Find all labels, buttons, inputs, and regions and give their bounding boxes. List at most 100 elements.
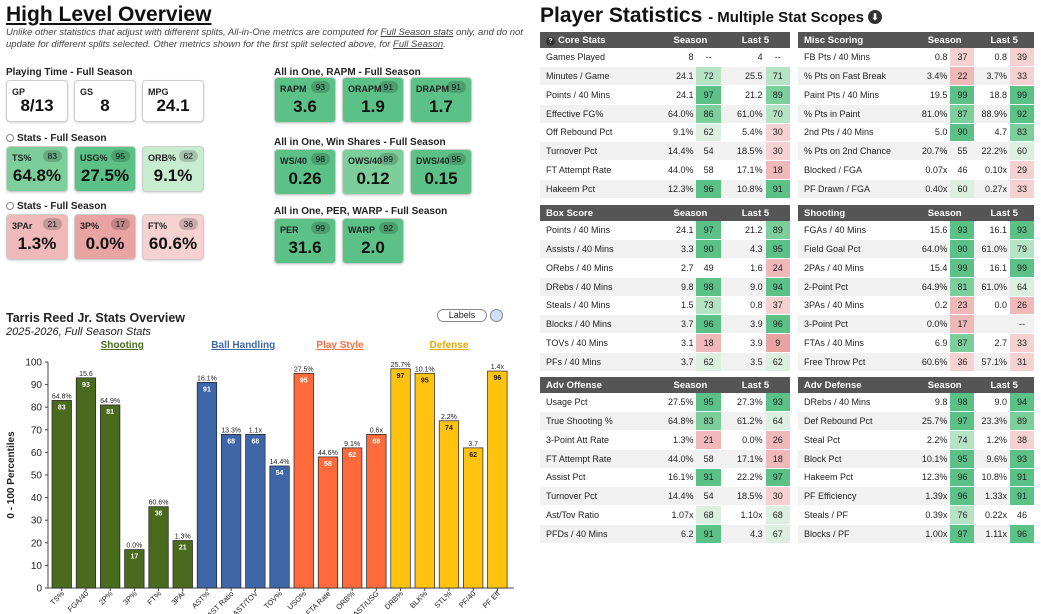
last5-value: 4.3	[720, 524, 766, 544]
bar-ast-tov[interactable]	[245, 433, 266, 589]
stat-card-label: MPG	[148, 87, 169, 97]
season-percentile: 60	[950, 179, 975, 199]
last5-header[interactable]: Last 5	[720, 377, 790, 393]
season-header[interactable]: Season	[914, 377, 975, 393]
table-row: True Shooting % 64.8% 83 61.2% 64	[540, 411, 790, 431]
bar-2p-[interactable]	[100, 404, 121, 589]
last5-value: 17.1%	[720, 160, 766, 180]
last5-percentile: 71	[765, 66, 790, 86]
season-percentile: 62	[696, 123, 721, 143]
percentile-badge: 62	[178, 150, 198, 162]
stat-card: OWS/40 89 0.12	[342, 149, 404, 195]
bar-ast-[interactable]	[196, 381, 218, 589]
last5-percentile: 70	[765, 104, 790, 124]
bar-ast-ratio[interactable]	[221, 433, 242, 589]
bar-stl-[interactable]	[438, 420, 460, 589]
bar-drb-[interactable]	[390, 368, 411, 589]
season-header[interactable]: Season	[659, 32, 721, 48]
info-icon[interactable]: ?	[546, 36, 555, 46]
season-value: 44.0%	[659, 449, 697, 469]
season-value: 16.1%	[659, 468, 697, 488]
season-percentile: 86	[696, 104, 721, 124]
season-percentile: 90	[950, 239, 975, 259]
season-header[interactable]: Season	[914, 32, 975, 48]
download-icon[interactable]: ⬇	[867, 10, 882, 24]
bar-value-label: 62	[469, 452, 477, 459]
bar-stat-label: 2.2%	[441, 414, 457, 421]
table-row: Def Rebound Pct 25.7% 97 23.3% 89	[798, 411, 1034, 431]
row-label: Assists / 40 Mins	[540, 239, 660, 259]
season-header[interactable]: Season	[659, 377, 721, 393]
season-value: 0.2	[914, 296, 951, 316]
season-header[interactable]: Season	[659, 205, 721, 221]
last5-percentile: 91	[1009, 486, 1034, 506]
last5-percentile: 67	[765, 524, 790, 544]
last5-percentile: 33	[1009, 333, 1034, 353]
stats-table-adv-defense: Adv Defense Season Last 5 DRebs / 40 Mins 9.…	[798, 377, 1034, 544]
season-percentile: 74	[950, 430, 975, 450]
ws-title: All in One, Win Shares - Full Season	[274, 137, 446, 148]
table-header: Box Score Season Last 5	[540, 205, 790, 221]
bar-ts-[interactable]	[51, 400, 72, 589]
bar-ft-[interactable]	[148, 506, 169, 589]
season-percentile: 96	[950, 486, 975, 506]
note-link-full-season-stats[interactable]: Full Season stats	[380, 27, 454, 38]
stats2-title: Stats - Full Season	[6, 201, 106, 212]
table-row: Hakeem Pct 12.3% 96 10.8% 91	[540, 179, 790, 199]
bar-fga-40[interactable]	[75, 377, 97, 589]
table-title-text: Adv Defense	[804, 379, 862, 391]
bar-pf-eff[interactable]	[487, 370, 508, 589]
row-label: PF Efficiency	[798, 486, 915, 506]
season-percentile: 96	[950, 468, 975, 488]
last5-percentile: 33	[1009, 66, 1034, 86]
last5-header[interactable]: Last 5	[720, 205, 790, 221]
last5-header[interactable]: Last 5	[974, 32, 1034, 48]
bar-blk-[interactable]	[414, 372, 435, 589]
stat-card: MPG 24.1	[142, 80, 204, 122]
season-value: 3.7	[659, 352, 697, 372]
stat-card-value: 60.6%	[148, 234, 198, 253]
season-percentile: 96	[696, 314, 721, 334]
row-label: FT Attempt Rate	[540, 449, 660, 469]
radio-icon[interactable]	[6, 134, 14, 142]
last5-percentile: 79	[1009, 239, 1034, 259]
last5-value: 1.10x	[720, 505, 766, 525]
note-link-full-season[interactable]: Full Season	[393, 39, 444, 50]
per-title: All in One, PER, WARP - Full Season	[274, 206, 448, 217]
bar-usg-[interactable]	[293, 372, 314, 589]
row-label: Def Rebound Pct	[798, 411, 915, 431]
labels-toggle[interactable]	[490, 309, 503, 322]
stat-card-label: PER	[280, 225, 299, 235]
player-stats-title-text: Player Statistics	[540, 4, 703, 27]
last5-value	[974, 314, 1010, 334]
labels-button[interactable]: Labels	[437, 309, 487, 322]
bar-fta-rate[interactable]	[317, 456, 339, 589]
x-tick-label: FTA Rate	[304, 589, 332, 614]
last5-header[interactable]: Last 5	[974, 205, 1034, 221]
last5-value: 57.1%	[974, 352, 1010, 372]
bar-orb-[interactable]	[342, 447, 363, 589]
table-row: % Pts on Fast Break 3.4% 22 3.7% 33	[798, 66, 1034, 86]
last5-value: 0.0%	[720, 430, 766, 450]
last5-header[interactable]: Last 5	[974, 377, 1034, 393]
season-percentile: 23	[950, 296, 975, 316]
last5-header[interactable]: Last 5	[720, 32, 790, 48]
season-header[interactable]: Season	[914, 205, 975, 221]
player-stats-subtitle: - Multiple Stat Scopes	[708, 9, 864, 26]
season-value: 64.9%	[914, 277, 951, 297]
radio-icon[interactable]	[6, 202, 14, 210]
y-tick-label: 20	[31, 538, 43, 549]
bar-pf-40[interactable]	[463, 447, 484, 589]
stat-card: RAPM 93 3.6	[274, 77, 336, 123]
x-tick-label: TS%	[48, 589, 66, 607]
row-label: 3PAs / 40 Mins	[798, 296, 915, 316]
last5-percentile: 94	[1009, 393, 1034, 413]
bar-tov-[interactable]	[269, 465, 290, 589]
last5-percentile: 99	[1009, 258, 1034, 278]
bar-stat-label: 44.6%	[318, 450, 338, 457]
season-value: 3.7	[659, 314, 697, 334]
bar-ast-usg[interactable]	[366, 433, 387, 589]
row-label: PFDs / 40 Mins	[540, 524, 660, 544]
y-tick-label: 10	[31, 561, 43, 572]
bar-value-label: 96	[493, 375, 501, 382]
